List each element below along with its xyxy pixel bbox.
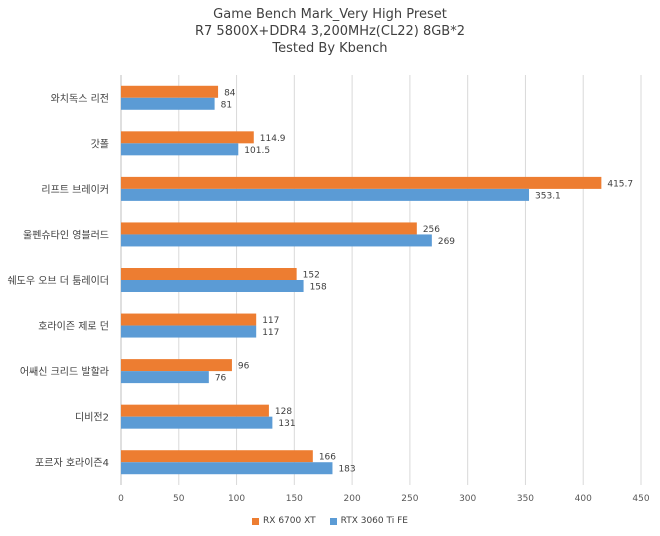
x-tick-label: 50 (173, 494, 185, 504)
data-label: 114.9 (260, 134, 286, 144)
data-label: 96 (238, 362, 250, 372)
data-label: 415.7 (607, 179, 633, 189)
bar-series-2 (121, 371, 209, 384)
data-label: 152 (303, 271, 320, 281)
data-label: 166 (319, 453, 336, 463)
legend-item-series-1: RX 6700 XT (252, 516, 316, 526)
data-label: 158 (310, 283, 327, 293)
x-tick-label: 200 (344, 494, 361, 504)
y-category-label: 어쌔신 크리드 발할라 (20, 366, 109, 378)
bar-series-2 (121, 280, 304, 292)
x-tick-label: 300 (459, 494, 476, 504)
data-label: 101.5 (244, 146, 270, 156)
data-label: 128 (275, 407, 292, 417)
legend-swatch-series-2 (329, 517, 337, 525)
bar-series-1 (121, 313, 257, 326)
bar-series-1 (121, 222, 417, 235)
bar-series-2 (121, 143, 239, 156)
y-category-label: 울펜슈타인 영블러드 (23, 229, 109, 241)
bar-series-1 (121, 404, 269, 417)
x-tick-label: 350 (517, 494, 534, 504)
legend-swatch-series-1 (252, 517, 260, 525)
legend-label-series-2: RTX 3060 Ti FE (340, 516, 408, 526)
bar-series-1 (121, 359, 232, 372)
bar-series-2 (121, 325, 257, 338)
data-label: 76 (215, 374, 227, 384)
data-label: 131 (278, 419, 295, 429)
chart-titles: Game Bench Mark_Very High Preset R7 5800… (0, 6, 660, 57)
bar-series-1 (121, 85, 219, 98)
chart-title: Game Bench Mark_Very High Preset (213, 7, 447, 22)
bar-series-2 (121, 188, 530, 201)
bar-series-2 (121, 416, 273, 429)
data-label: 269 (438, 237, 455, 247)
chart-legend: RX 6700 XT RTX 3060 Ti FE (0, 516, 660, 526)
data-label: 183 (338, 465, 355, 475)
data-label: 84 (224, 88, 236, 98)
y-category-label: 와치독스 리전 (51, 93, 109, 105)
x-tick-label: 250 (401, 494, 418, 504)
legend-label-series-1: RX 6700 XT (263, 516, 316, 526)
chart-subtitle-line-1: R7 5800X+DDR4 3,200MHz(CL22) 8GB*2 (195, 24, 465, 39)
y-category-label: 포르자 호라이즌4 (35, 457, 109, 469)
y-category-label: 쉐도우 오브 더 툼레이더 (7, 275, 109, 287)
bar-series-1 (121, 268, 297, 280)
y-category-label: 호라이즌 제로 던 (38, 321, 109, 333)
x-tick-label: 150 (286, 494, 303, 504)
y-category-label: 갓폴 (91, 138, 109, 150)
y-category-label: 디비전2 (75, 412, 109, 424)
bar-series-1 (121, 450, 313, 463)
data-label: 81 (221, 100, 232, 110)
x-tick-label: 400 (575, 494, 592, 504)
chart-subtitle-line-2: Tested By Kbench (272, 41, 388, 56)
bar-series-2 (121, 462, 333, 475)
bar-series-2 (121, 97, 215, 110)
bar-series-2 (121, 234, 432, 247)
bar-series-1 (121, 176, 602, 189)
legend-item-series-2: RTX 3060 Ti FE (329, 516, 408, 526)
data-label: 117 (262, 328, 279, 338)
data-label: 256 (423, 225, 440, 235)
data-label: 117 (262, 316, 279, 326)
bar-series-1 (121, 131, 254, 144)
y-category-label: 리프트 브레이커 (41, 184, 109, 196)
x-tick-label: 0 (118, 494, 124, 504)
x-tick-label: 100 (228, 494, 245, 504)
data-label: 353.1 (535, 191, 561, 201)
x-tick-label: 450 (632, 494, 649, 504)
